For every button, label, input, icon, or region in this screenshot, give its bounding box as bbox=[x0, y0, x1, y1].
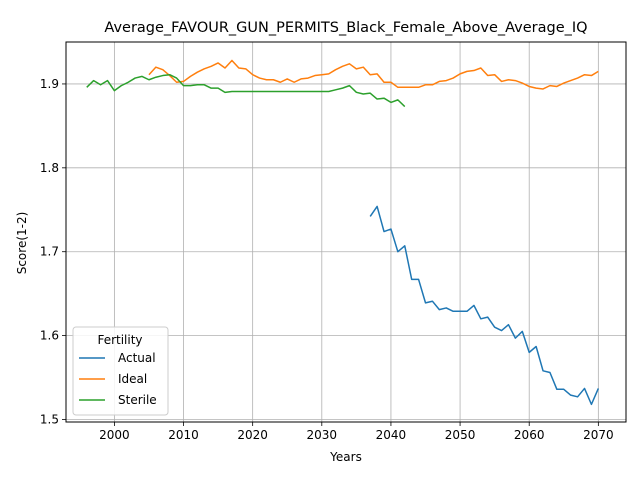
x-tick-label: 2040 bbox=[376, 428, 407, 442]
y-tick-label: 1.6 bbox=[40, 329, 59, 343]
x-tick-label: 2030 bbox=[307, 428, 338, 442]
x-tick-label: 2060 bbox=[514, 428, 545, 442]
series-line-sterile bbox=[86, 73, 406, 108]
chart-title: Average_FAVOUR_GUN_PERMITS_Black_Female_… bbox=[104, 20, 587, 36]
x-axis-label: Years bbox=[329, 450, 362, 464]
y-tick-label: 1.8 bbox=[40, 161, 59, 175]
grid-lines bbox=[66, 42, 626, 422]
legend-title: Fertility bbox=[97, 333, 142, 347]
x-tick-label: 2000 bbox=[99, 428, 130, 442]
legend-label-sterile: Sterile bbox=[118, 393, 157, 407]
x-tick-label: 2020 bbox=[237, 428, 268, 442]
x-tick-label: 2010 bbox=[168, 428, 199, 442]
plot-area-frame bbox=[65, 41, 627, 423]
x-tick-label: 2050 bbox=[445, 428, 476, 442]
y-tick-label: 1.5 bbox=[40, 412, 59, 426]
y-axis-label: Score(1-2) bbox=[15, 212, 29, 275]
legend-entries: Actual Ideal Sterile bbox=[79, 351, 157, 407]
legend-label-ideal: Ideal bbox=[118, 372, 147, 386]
legend-box bbox=[72, 326, 169, 416]
legend: Fertility Actual Ideal Sterile bbox=[72, 326, 169, 416]
series-line-ideal bbox=[148, 59, 599, 90]
x-tick-label: 2070 bbox=[583, 428, 614, 442]
y-axis-ticks: 1.5 1.6 1.7 1.8 1.9 bbox=[40, 77, 66, 426]
y-tick-label: 1.9 bbox=[40, 77, 59, 91]
x-axis-ticks: 2000 2010 2020 2030 2040 2050 2060 2070 bbox=[99, 422, 614, 442]
series-lines bbox=[86, 59, 600, 406]
y-tick-label: 1.7 bbox=[40, 245, 59, 259]
legend-label-actual: Actual bbox=[118, 351, 156, 365]
series-line-actual bbox=[369, 205, 600, 406]
